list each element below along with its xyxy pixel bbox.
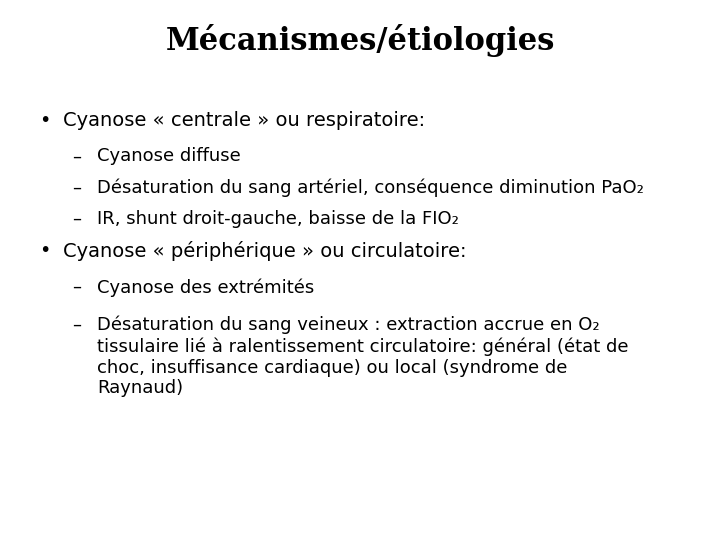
Text: Cyanose des extrémités: Cyanose des extrémités	[97, 278, 315, 296]
Text: Cyanose diffuse: Cyanose diffuse	[97, 147, 241, 165]
Text: –: –	[72, 316, 81, 334]
Text: •: •	[40, 111, 51, 130]
Text: Cyanose « centrale » ou respiratoire:: Cyanose « centrale » ou respiratoire:	[63, 111, 426, 130]
Text: –: –	[72, 147, 81, 165]
Text: •: •	[40, 241, 51, 260]
Text: –: –	[72, 179, 81, 197]
Text: Mécanismes/étiologies: Mécanismes/étiologies	[166, 24, 554, 57]
Text: Désaturation du sang veineux : extraction accrue en O₂
tissulaire lié à ralentis: Désaturation du sang veineux : extractio…	[97, 316, 629, 397]
Text: –: –	[72, 210, 81, 228]
Text: IR, shunt droit-gauche, baisse de la FIO₂: IR, shunt droit-gauche, baisse de la FIO…	[97, 210, 459, 228]
Text: Cyanose « périphérique » ou circulatoire:: Cyanose « périphérique » ou circulatoire…	[63, 241, 467, 261]
Text: Désaturation du sang artériel, conséquence diminution PaO₂: Désaturation du sang artériel, conséquen…	[97, 179, 644, 197]
Text: –: –	[72, 278, 81, 296]
